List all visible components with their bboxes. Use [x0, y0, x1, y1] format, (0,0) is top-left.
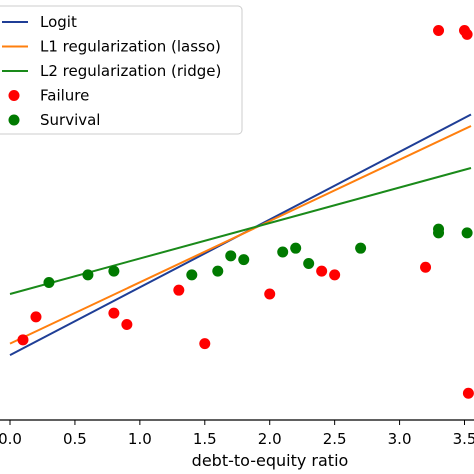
x-tick-label: 2.0 — [258, 430, 282, 448]
point-survival — [277, 246, 289, 258]
point-failure — [199, 338, 211, 350]
x-tick-label: 3.5 — [453, 430, 474, 448]
point-failure — [433, 25, 445, 37]
point-failure — [329, 269, 341, 281]
point-failure — [17, 334, 29, 346]
line-l1-regularization-lasso — [9, 125, 472, 345]
point-survival — [82, 269, 94, 281]
point-failure — [316, 265, 328, 277]
x-tick-label: 1.5 — [193, 430, 217, 448]
x-axis-label: debt-to-equity ratio — [192, 451, 349, 470]
point-survival — [433, 227, 445, 239]
legend-swatch — [8, 90, 20, 101]
legend-box — [0, 5, 243, 135]
point-survival — [461, 227, 473, 239]
legend-label: L2 regularization (ridge) — [40, 62, 221, 80]
legend-label: Failure — [40, 87, 89, 105]
point-survival — [303, 257, 315, 269]
point-survival — [225, 250, 237, 262]
plot-lines — [9, 113, 472, 356]
point-survival — [355, 242, 367, 254]
point-survival — [186, 269, 198, 281]
point-failure — [462, 387, 474, 399]
x-tick-label: 2.5 — [323, 430, 347, 448]
legend-swatch — [8, 114, 20, 126]
point-failure — [173, 284, 185, 296]
point-survival — [238, 254, 250, 266]
legend-label: Logit — [40, 13, 77, 31]
point-survival — [108, 265, 120, 277]
point-survival — [212, 265, 224, 277]
point-failure — [461, 28, 473, 40]
point-failure — [121, 319, 133, 331]
point-failure — [420, 261, 432, 273]
plot-points — [17, 25, 474, 399]
point-survival — [290, 242, 302, 254]
point-failure — [264, 288, 276, 300]
x-ticks: 0.0 0.5 1.0 1.5 2.0 2.5 3.0 3.5 — [0, 420, 474, 448]
x-tick-label: 0.5 — [63, 430, 87, 448]
legend-label: L1 regularization (lasso) — [40, 38, 221, 56]
point-survival — [43, 277, 55, 289]
line-l2-regularization-ridge — [9, 167, 472, 295]
x-tick-label: 1.0 — [128, 430, 152, 448]
x-tick-label: 0.0 — [0, 430, 22, 448]
legend: Logit L1 regularization (lasso) L2 regular… — [0, 5, 243, 135]
point-failure — [108, 307, 120, 319]
legend-label: Survival — [40, 111, 100, 129]
x-tick-label: 3.0 — [388, 430, 412, 448]
point-failure — [30, 311, 42, 323]
